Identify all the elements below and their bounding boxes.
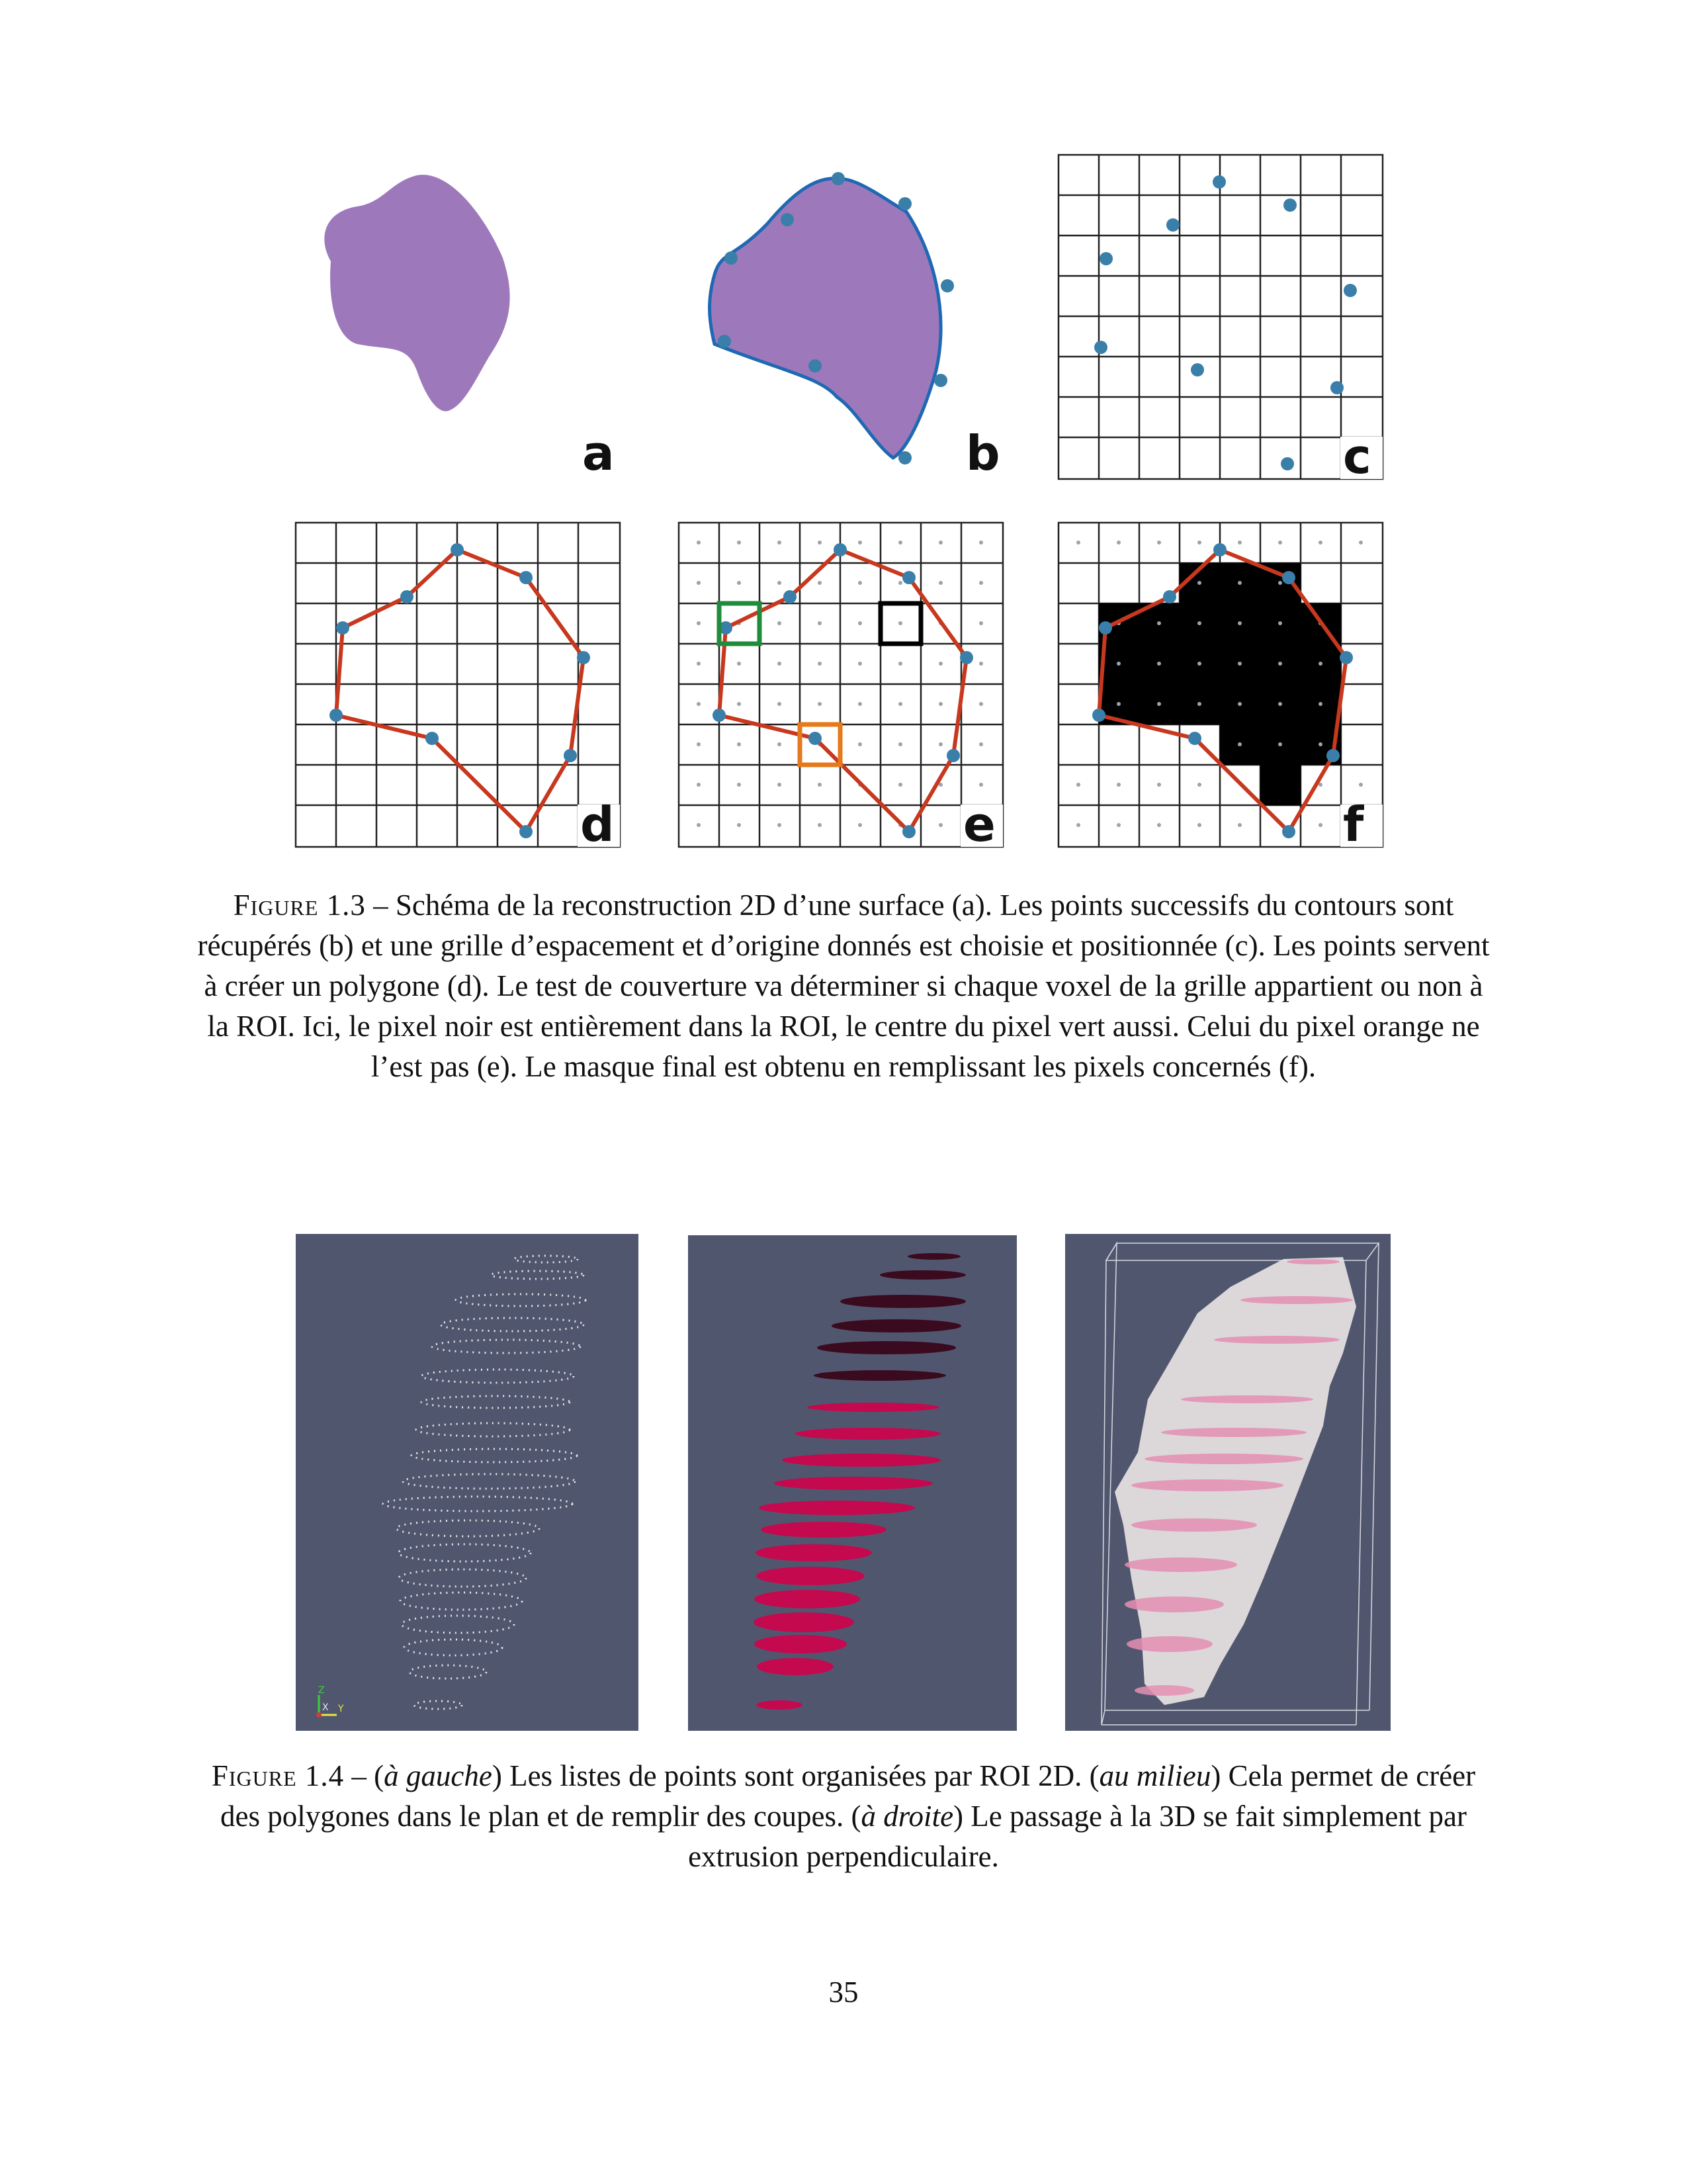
black-pixel-box — [878, 601, 924, 646]
figure-1-3-panel-f: f — [1057, 521, 1385, 850]
caption-emphasis-right: à droite — [861, 1800, 954, 1833]
extruded-volume-render — [1065, 1234, 1391, 1731]
grid-points-illustration: c — [1057, 153, 1384, 482]
caption-text-part: ) Les listes de points sont organisées p… — [492, 1759, 1100, 1792]
figure-1-4-caption: Figure 1.4 – (à gauche) Les listes de po… — [192, 1756, 1495, 1877]
page-number: 35 — [828, 1976, 859, 2009]
final-mask-illustration: f — [1057, 521, 1384, 850]
panel-letter-a: a — [582, 425, 615, 481]
caption-text-part: ) Le passage à la 3D se fait simplement … — [688, 1800, 1467, 1873]
dark-slices — [814, 1253, 966, 1381]
figure-1-3-panel-a: a — [311, 152, 628, 490]
volume-slices — [1125, 1259, 1353, 1696]
caption-emphasis-left: à gauche — [384, 1759, 492, 1792]
axis-label-z: Z — [318, 1685, 325, 1696]
axis-triad-icon: Z X Y — [316, 1685, 344, 1718]
polygon-illustration: d — [294, 521, 621, 850]
red-slices — [754, 1403, 941, 1710]
axis-label-y: Y — [337, 1704, 344, 1714]
green-pixel-box — [716, 601, 762, 646]
figure-1-4-left-points: Z X Y — [296, 1234, 638, 1731]
figure-1-3-panel-d: d — [294, 521, 623, 850]
point-list-rings — [382, 1254, 587, 1710]
figure-1-3-label: Figure 1.3 — [233, 889, 366, 922]
coverage-test-illustration: e — [677, 521, 1004, 850]
contour-points-illustration: b — [708, 172, 1000, 481]
figure-1-4-right-volume — [1065, 1234, 1391, 1731]
orange-pixel-box — [797, 722, 843, 767]
caption-text-part: – ( — [344, 1759, 384, 1792]
panel-letter-d: d — [580, 797, 615, 850]
point-lists-render: Z X Y — [296, 1234, 638, 1731]
figure-1-3-panel-c: c — [1057, 153, 1385, 482]
axis-label-x: X — [322, 1702, 329, 1713]
figure-1-4-middle-slices — [688, 1235, 1017, 1731]
figure-1-3-panel-b: b — [695, 152, 1012, 490]
purple-shape-illustration: a — [324, 175, 615, 481]
figure-1-3-panel-e: e — [677, 521, 1006, 850]
figure-1-3-caption-text: – Schéma de la reconstruction 2D d’une s… — [197, 889, 1490, 1083]
panel-letter-c: c — [1343, 429, 1371, 482]
bounding-box — [1101, 1241, 1380, 1725]
caption-emphasis-middle: au milieu — [1099, 1759, 1211, 1792]
panel-letter-b: b — [966, 425, 1000, 481]
panel-letter-e: e — [963, 797, 996, 850]
figure-1-4-label: Figure 1.4 — [211, 1759, 345, 1792]
pixel-centers — [697, 541, 983, 827]
caption-text-part: ) Cela permet de créer des polygones dan… — [220, 1759, 1476, 1833]
contour-points — [718, 172, 954, 464]
figure-1-3-caption: Figure 1.3 – Schéma de la reconstruction… — [192, 885, 1495, 1087]
panel-letter-f: f — [1343, 797, 1364, 850]
filled-slices-render — [688, 1235, 1017, 1731]
